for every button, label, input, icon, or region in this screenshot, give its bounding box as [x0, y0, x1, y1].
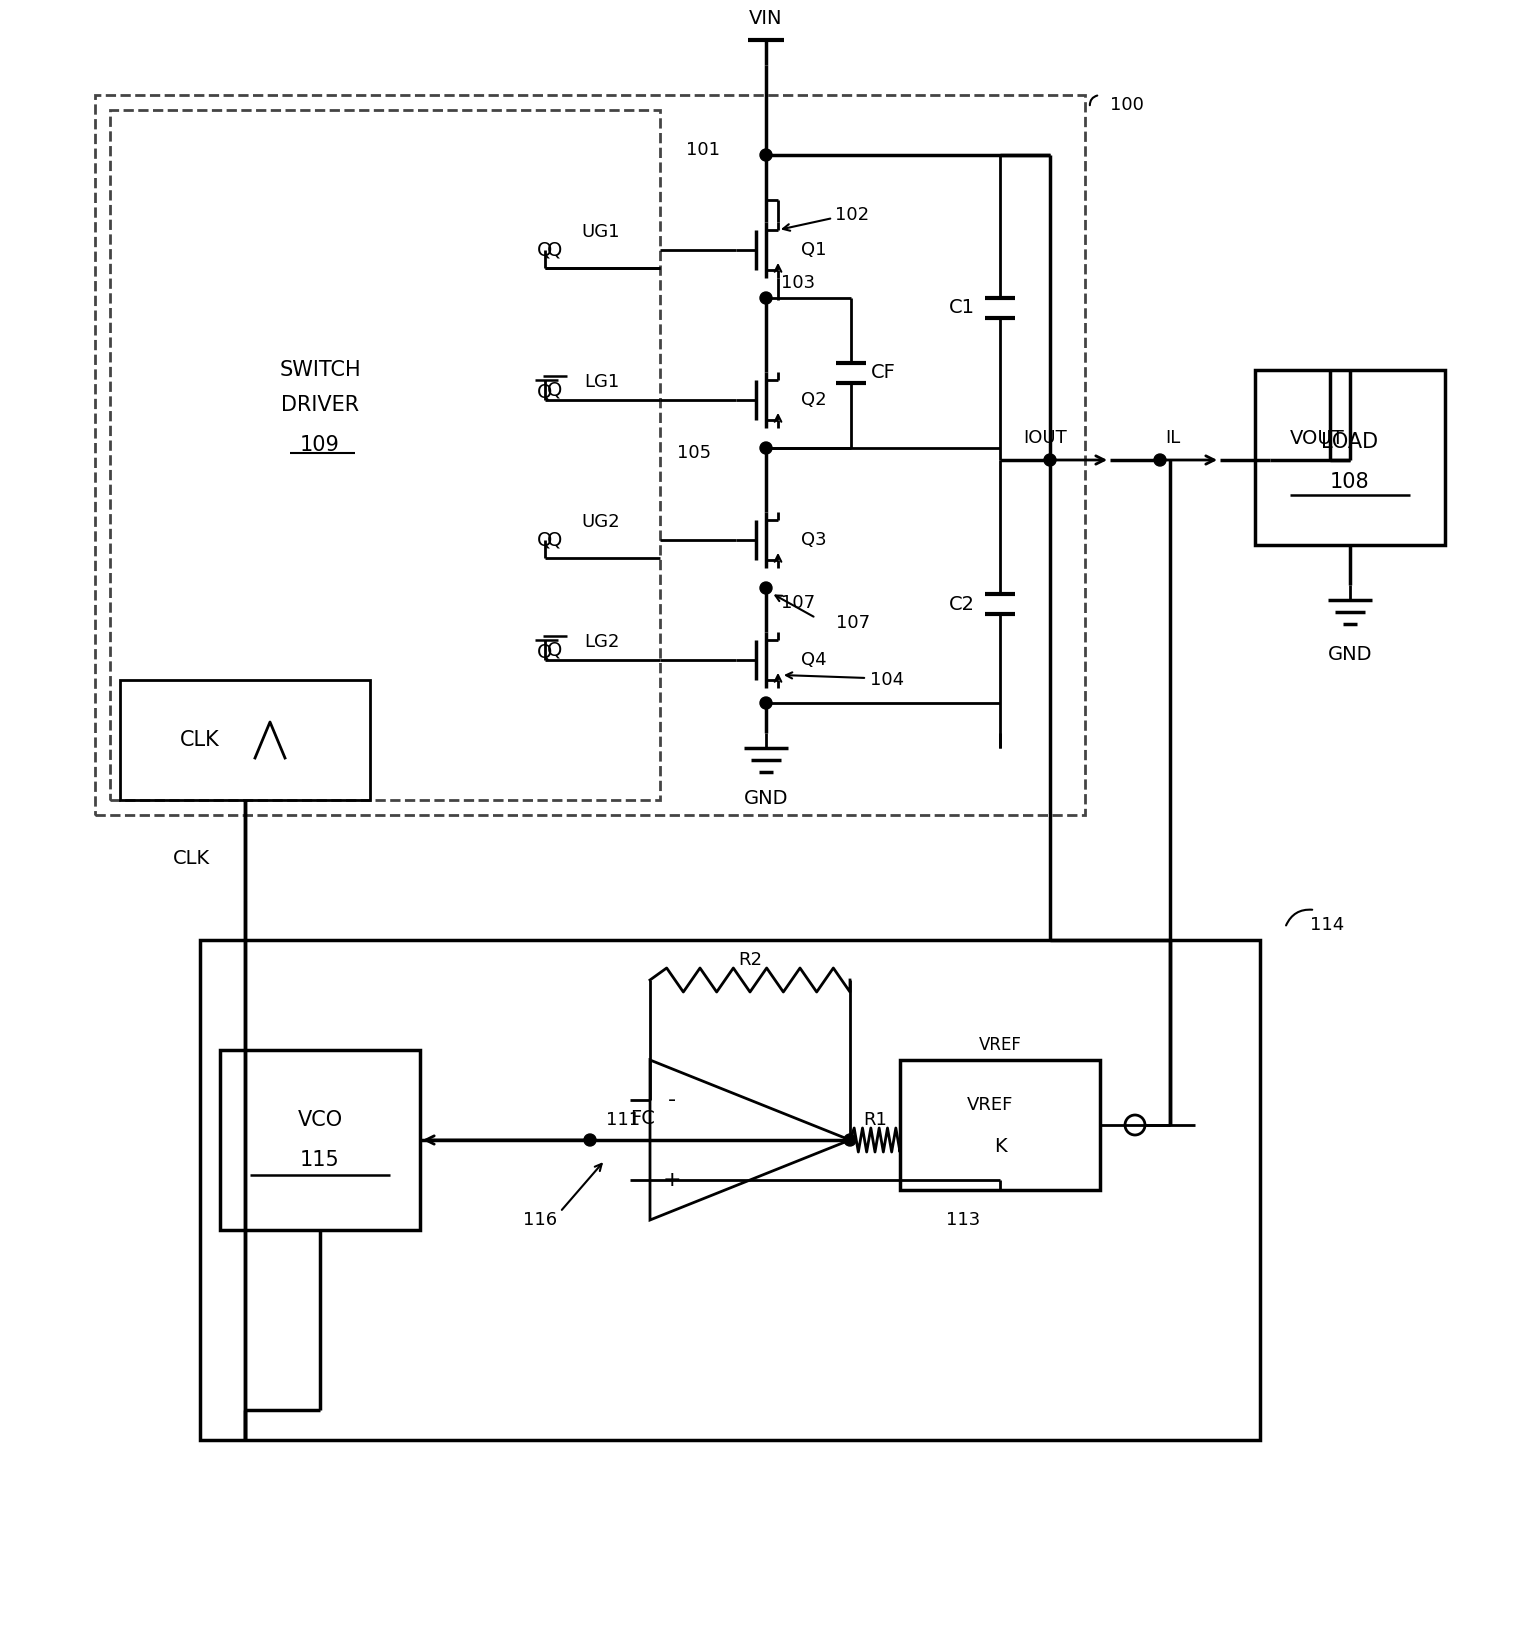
Text: -: -: [668, 1090, 677, 1110]
Text: 107: 107: [836, 614, 870, 632]
Text: Q2: Q2: [801, 390, 827, 408]
Text: UG1: UG1: [582, 222, 620, 240]
Text: VOUT: VOUT: [1291, 428, 1344, 448]
Text: 113: 113: [946, 1211, 980, 1229]
Text: GND: GND: [744, 789, 788, 807]
Text: 103: 103: [781, 273, 814, 292]
Text: VCO: VCO: [297, 1110, 343, 1130]
Text: 102: 102: [834, 206, 870, 224]
Bar: [110, 110, 660, 800]
Text: GND: GND: [1327, 646, 1372, 664]
Text: LG1: LG1: [585, 372, 620, 390]
Text: Q: Q: [547, 641, 563, 659]
Text: 107: 107: [781, 595, 814, 613]
Text: 115: 115: [300, 1150, 340, 1169]
Circle shape: [1044, 455, 1056, 466]
Text: 100: 100: [1110, 96, 1144, 114]
Text: CLK: CLK: [173, 848, 210, 868]
Text: LG2: LG2: [585, 632, 620, 651]
Text: VREF: VREF: [966, 1095, 1014, 1113]
Circle shape: [759, 441, 772, 455]
Text: +: +: [663, 1169, 681, 1191]
Circle shape: [583, 1135, 596, 1146]
Text: Q: Q: [537, 382, 553, 402]
Text: LOAD: LOAD: [1321, 432, 1378, 451]
Text: K: K: [994, 1138, 1006, 1156]
Text: C1: C1: [949, 298, 975, 316]
Text: FC: FC: [629, 1108, 655, 1128]
Bar: [900, 1061, 1099, 1191]
Text: Q: Q: [537, 530, 553, 550]
Circle shape: [844, 1135, 856, 1146]
Text: UG2: UG2: [582, 512, 620, 530]
Text: CF: CF: [871, 364, 896, 382]
Text: IOUT: IOUT: [1023, 428, 1067, 446]
Bar: [201, 940, 1260, 1439]
Text: R1: R1: [863, 1112, 886, 1128]
Text: CLK: CLK: [181, 730, 220, 749]
Circle shape: [759, 148, 772, 161]
Circle shape: [759, 697, 772, 708]
Text: Q: Q: [547, 530, 563, 550]
Text: C2: C2: [949, 595, 975, 613]
Circle shape: [759, 581, 772, 595]
Bar: [220, 1051, 419, 1230]
Text: R2: R2: [738, 950, 762, 968]
Text: Q: Q: [537, 240, 553, 260]
Text: SWITCH: SWITCH: [279, 361, 361, 380]
Text: Q: Q: [537, 642, 553, 662]
Text: 109: 109: [300, 435, 340, 455]
Text: Q3: Q3: [801, 530, 827, 548]
Text: 101: 101: [686, 142, 720, 160]
Text: 116: 116: [524, 1211, 557, 1229]
Text: DRIVER: DRIVER: [280, 395, 360, 415]
Text: IL: IL: [1165, 428, 1180, 446]
Text: 105: 105: [677, 445, 710, 463]
Text: Q4: Q4: [801, 651, 827, 669]
Text: 114: 114: [1311, 916, 1344, 934]
Text: VIN: VIN: [749, 8, 782, 28]
Bar: [119, 680, 371, 800]
Text: 108: 108: [1330, 473, 1370, 492]
Text: 111: 111: [606, 1112, 640, 1128]
Text: VREF: VREF: [978, 1036, 1021, 1054]
Text: 104: 104: [870, 670, 905, 688]
Bar: [95, 96, 1085, 815]
Text: Q1: Q1: [801, 240, 827, 259]
Bar: [1255, 371, 1445, 545]
Text: Q: Q: [547, 240, 563, 260]
Circle shape: [1154, 455, 1167, 466]
Text: Q: Q: [547, 380, 563, 400]
Circle shape: [759, 292, 772, 305]
